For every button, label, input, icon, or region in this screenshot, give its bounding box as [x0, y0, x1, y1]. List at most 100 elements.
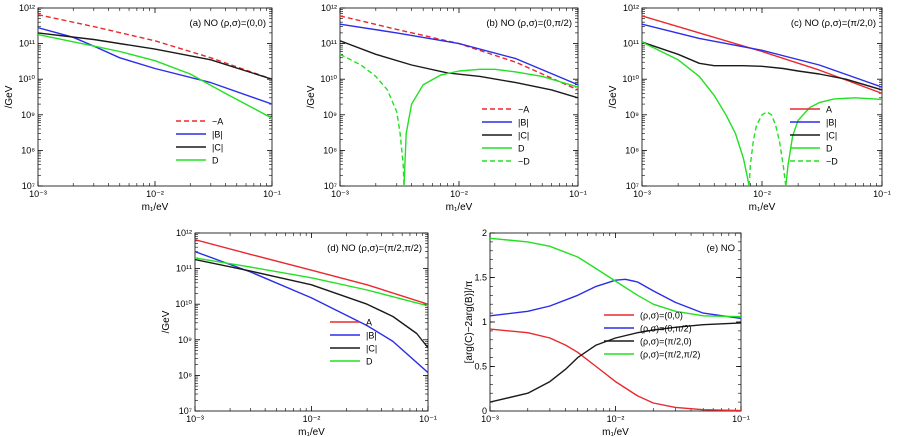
y-tick-label: 1.5	[474, 273, 487, 283]
panel-e: 10⁻³ 10⁻² 10⁻¹ 0 0.5 1 1.5 2 m₁/eV [arg(C)−2arg(B…	[464, 228, 750, 437]
panel-a: 10⁻³ 10⁻² 10⁻¹ 10⁷ 10⁸ 10⁹ 10¹⁰ 10¹¹ 10¹² m₁/eV/G…	[4, 3, 281, 213]
series-line-2	[490, 322, 741, 403]
series-lines	[195, 239, 428, 374]
y-tick-label: 10⁷	[324, 181, 337, 191]
x-tick-label: 10⁻³	[29, 189, 47, 199]
x-tick-label: 10⁻³	[186, 414, 204, 424]
y-tick-label: 10⁸	[178, 370, 192, 380]
series-line-3	[490, 237, 741, 318]
x-tick-label: 10⁻¹	[263, 189, 281, 199]
series-line-1	[340, 23, 578, 86]
y-tick-label: 10¹²	[19, 3, 35, 13]
legend-label: −A	[212, 117, 223, 127]
legend-label: (ρ,σ)=(0,0)	[640, 311, 683, 321]
series-line-2	[642, 41, 882, 91]
y-tick-label: 10⁸	[625, 145, 639, 155]
panel-c: 10⁻³ 10⁻² 10⁻¹ 10⁷ 10⁸ 10⁹ 10¹⁰ 10¹¹ 10¹² m₁/eV/G…	[608, 3, 891, 213]
series-lines	[340, 15, 578, 186]
x-axis-label: m₁/eV	[749, 202, 776, 213]
y-axis-label: /GeV	[608, 85, 619, 108]
panel-title: (e) NO	[707, 243, 736, 254]
x-tick-label: 10⁻²	[450, 189, 468, 199]
legend-label: D	[212, 156, 219, 166]
panel-title: (a) NO (ρ,σ)=(0,0)	[190, 18, 266, 29]
y-tick-label: 10⁹	[21, 110, 35, 120]
x-tick-label: 10⁻³	[633, 189, 651, 199]
y-tick-label: 10¹²	[321, 3, 337, 13]
legend-label: (ρ,σ)=(0,π/2)	[640, 324, 692, 334]
series-line-0	[195, 239, 428, 305]
y-tick-label: 10⁷	[179, 406, 192, 416]
series-line-1	[38, 27, 272, 105]
series-line-4	[340, 53, 405, 186]
series-line-1	[490, 278, 741, 320]
panel-title: (b) NO (ρ,σ)=(0,π/2)	[486, 18, 572, 29]
y-tick-label: 0	[482, 406, 487, 416]
x-axis-label: m₁/eV	[142, 202, 169, 213]
x-tick-label: 10⁻³	[331, 189, 349, 199]
panel-title: (d) NO (ρ,σ)=(π/2,π/2)	[327, 243, 422, 254]
panel-d: 10⁻³ 10⁻² 10⁻¹ 10⁷ 10⁸ 10⁹ 10¹⁰ 10¹¹ 10¹² m₁/eV/G…	[161, 228, 437, 437]
series-line-5	[748, 111, 787, 186]
legend-label: D	[366, 357, 373, 367]
y-tick-label: 10¹²	[623, 3, 639, 13]
y-axis-label: /GeV	[4, 85, 15, 108]
legend-label: |C|	[518, 131, 529, 141]
x-tick-label: 10⁻²	[303, 414, 321, 424]
y-axis-label: /GeV	[306, 85, 317, 108]
panel-b: 10⁻³ 10⁻² 10⁻¹ 10⁷ 10⁸ 10⁹ 10¹⁰ 10¹¹ 10¹² m₁/eV/G…	[306, 3, 587, 213]
series-line-2	[38, 32, 272, 80]
y-tick-label: 10⁹	[625, 110, 639, 120]
series-line-3	[38, 33, 272, 119]
y-tick-label: 10¹¹	[321, 39, 337, 49]
series-line-3	[403, 68, 578, 186]
panel-title: (c) NO (ρ,σ)=(π/2,0)	[791, 18, 876, 29]
x-tick-label: 10⁻¹	[873, 189, 891, 199]
series-line-3	[642, 41, 750, 186]
x-axis-label: m₁/eV	[602, 427, 629, 437]
y-axis-label: [arg(C)−2arg(B)]/π	[464, 281, 475, 364]
plot-frame	[37, 7, 273, 187]
legend-label: −D	[826, 157, 838, 167]
y-tick-label: 10¹⁰	[175, 299, 192, 309]
y-tick-label: 2	[482, 228, 487, 238]
legend-label: |B|	[212, 130, 223, 140]
y-tick-label: 10¹⁰	[18, 74, 35, 84]
series-line-1	[642, 23, 882, 88]
plot-frame	[194, 232, 429, 412]
y-tick-label: 10¹¹	[623, 39, 639, 49]
x-tick-label: 10⁻¹	[419, 414, 437, 424]
series-lines	[490, 237, 741, 411]
y-tick-label: 10⁹	[178, 335, 192, 345]
legend-label: |C|	[826, 131, 837, 141]
x-tick-label: 10⁻³	[481, 414, 499, 424]
legend-label: A	[366, 318, 372, 328]
x-tick-label: 10⁻²	[607, 414, 625, 424]
x-tick-label: 10⁻²	[146, 189, 164, 199]
x-axis-label: m₁/eV	[298, 427, 325, 437]
legend-label: (ρ,σ)=(π/2,0)	[640, 337, 692, 347]
series-lines	[38, 14, 272, 119]
series-lines	[642, 15, 882, 186]
legend-label: |B|	[366, 331, 377, 341]
series-line-2	[195, 258, 428, 349]
legend-label: −A	[518, 105, 529, 115]
y-tick-label: 10⁷	[22, 181, 35, 191]
y-tick-label: 10¹⁰	[622, 74, 639, 84]
plot-frame	[339, 7, 579, 187]
x-tick-label: 10⁻¹	[569, 189, 587, 199]
series-line-4	[785, 97, 882, 186]
legend-label: D	[826, 144, 833, 154]
series-line-2	[340, 40, 578, 99]
legend-label: D	[518, 144, 525, 154]
legend-label: |C|	[366, 344, 377, 354]
plot-frame	[489, 232, 742, 412]
y-tick-label: 1	[482, 317, 487, 327]
series-line-0	[490, 328, 741, 411]
legend-label: |B|	[826, 118, 837, 128]
y-tick-label: 10¹¹	[19, 39, 35, 49]
y-axis-label: /GeV	[161, 310, 172, 333]
legend-label: |B|	[518, 118, 529, 128]
legend-label: −D	[518, 157, 530, 167]
